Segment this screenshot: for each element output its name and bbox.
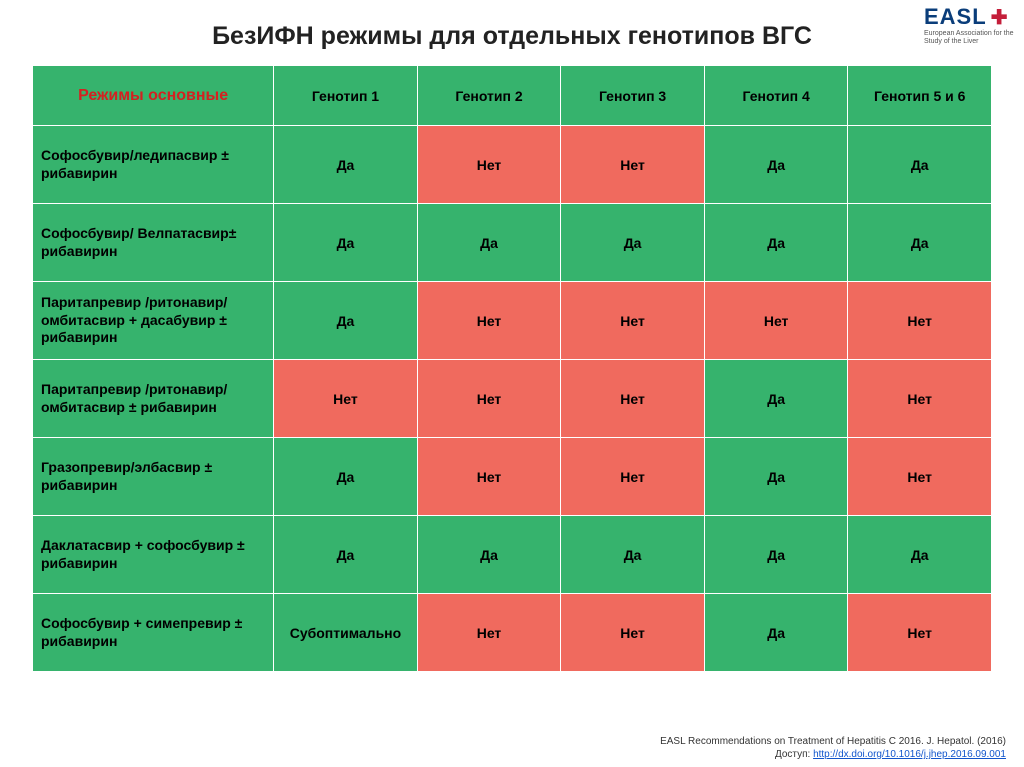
cross-icon: ✚ (991, 5, 1009, 30)
table-row: Даклатасвир + софосбувир ± рибавиринДаДа… (33, 516, 992, 594)
row-header: Паритапревир /ритонавир/омбитасвир ± риб… (33, 360, 274, 438)
table-row: Паритапревир /ритонавир/омбитасвир + дас… (33, 282, 992, 360)
footer-link[interactable]: http://dx.doi.org/10.1016/j.jhep.2016.09… (813, 749, 1006, 760)
logo-text: EASL (924, 4, 987, 30)
cell-no: Нет (561, 438, 705, 516)
footer-line1: EASL Recommendations on Treatment of Hep… (660, 735, 1006, 748)
footer-citation: EASL Recommendations on Treatment of Hep… (660, 735, 1006, 761)
row-header: Даклатасвир + софосбувир ± рибавирин (33, 516, 274, 594)
row-header: Гразопревир/элбасвир ± рибавирин (33, 438, 274, 516)
cell-yes: Субоптимально (274, 594, 418, 672)
cell-yes: Да (704, 594, 848, 672)
regimen-table: Режимы основные Генотип 1 Генотип 2 Гено… (32, 65, 992, 672)
page-title: БезИФН режимы для отдельных генотипов ВГ… (0, 0, 1024, 65)
cell-no: Нет (561, 360, 705, 438)
table-row: Софосбувир/ледипасвир ± рибавиринДаНетНе… (33, 126, 992, 204)
cell-yes: Да (704, 126, 848, 204)
cell-yes: Да (848, 516, 992, 594)
cell-no: Нет (561, 594, 705, 672)
cell-yes: Да (274, 204, 418, 282)
header-first: Режимы основные (33, 66, 274, 126)
row-header: Софосбувир + симепревир ± рибавирин (33, 594, 274, 672)
table-row: Софосбувир/ Велпатасвир± рибавиринДаДаДа… (33, 204, 992, 282)
footer-line2: Доступ: http://dx.doi.org/10.1016/j.jhep… (660, 748, 1006, 761)
cell-yes: Да (848, 204, 992, 282)
cell-no: Нет (417, 282, 561, 360)
table-row: Паритапревир /ритонавир/омбитасвир ± риб… (33, 360, 992, 438)
cell-no: Нет (704, 282, 848, 360)
cell-no: Нет (274, 360, 418, 438)
cell-no: Нет (417, 360, 561, 438)
cell-yes: Да (704, 438, 848, 516)
col-genotype-3: Генотип 3 (561, 66, 705, 126)
easl-logo: EASL ✚ European Association for the Stud… (924, 4, 1014, 54)
row-header: Паритапревир /ритонавир/омбитасвир + дас… (33, 282, 274, 360)
cell-yes: Да (274, 438, 418, 516)
cell-no: Нет (561, 282, 705, 360)
cell-yes: Да (704, 360, 848, 438)
row-header: Софосбувир/ Велпатасвир± рибавирин (33, 204, 274, 282)
cell-yes: Да (417, 204, 561, 282)
col-genotype-4: Генотип 4 (704, 66, 848, 126)
table-row: Гразопревир/элбасвир ± рибавиринДаНетНет… (33, 438, 992, 516)
cell-yes: Да (561, 204, 705, 282)
cell-no: Нет (417, 438, 561, 516)
cell-yes: Да (274, 126, 418, 204)
cell-no: Нет (417, 594, 561, 672)
cell-no: Нет (417, 126, 561, 204)
cell-no: Нет (848, 282, 992, 360)
cell-no: Нет (848, 438, 992, 516)
row-header: Софосбувир/ледипасвир ± рибавирин (33, 126, 274, 204)
table-row: Софосбувир + симепревир ± рибавиринСубоп… (33, 594, 992, 672)
cell-yes: Да (417, 516, 561, 594)
col-genotype-56: Генотип 5 и 6 (848, 66, 992, 126)
col-genotype-1: Генотип 1 (274, 66, 418, 126)
cell-no: Нет (561, 126, 705, 204)
cell-yes: Да (561, 516, 705, 594)
header-row: Режимы основные Генотип 1 Генотип 2 Гено… (33, 66, 992, 126)
cell-yes: Да (274, 516, 418, 594)
cell-yes: Да (274, 282, 418, 360)
cell-no: Нет (848, 360, 992, 438)
logo-subtitle: European Association for the Study of th… (924, 30, 1014, 45)
col-genotype-2: Генотип 2 (417, 66, 561, 126)
cell-no: Нет (848, 594, 992, 672)
cell-yes: Да (848, 126, 992, 204)
cell-yes: Да (704, 204, 848, 282)
cell-yes: Да (704, 516, 848, 594)
